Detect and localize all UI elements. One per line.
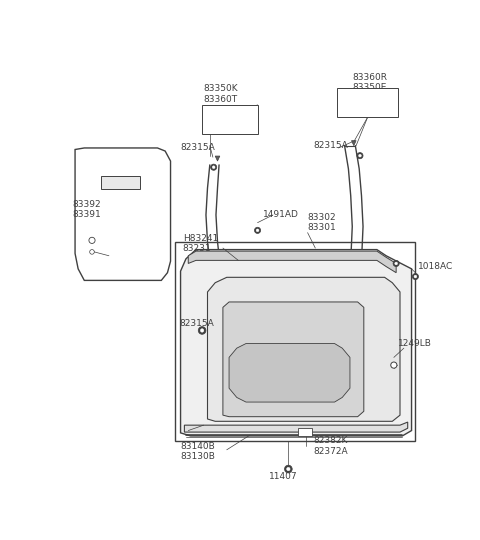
Text: 11407: 11407 bbox=[269, 472, 298, 481]
Circle shape bbox=[412, 273, 419, 280]
Text: H83241
83231: H83241 83231 bbox=[183, 234, 218, 253]
Circle shape bbox=[254, 227, 261, 233]
Polygon shape bbox=[188, 251, 396, 273]
Polygon shape bbox=[229, 343, 350, 402]
Polygon shape bbox=[180, 249, 411, 436]
Circle shape bbox=[198, 327, 206, 334]
Bar bbox=[202, 105, 258, 134]
Circle shape bbox=[211, 164, 217, 170]
Polygon shape bbox=[215, 156, 220, 161]
Circle shape bbox=[200, 329, 204, 332]
Circle shape bbox=[256, 229, 259, 232]
Text: 82315A: 82315A bbox=[313, 141, 348, 150]
Text: 83360R
83350E: 83360R 83350E bbox=[352, 73, 387, 92]
Text: 83140B
83130B: 83140B 83130B bbox=[180, 442, 216, 461]
Circle shape bbox=[357, 153, 363, 159]
Polygon shape bbox=[223, 302, 364, 417]
Polygon shape bbox=[207, 278, 400, 421]
Text: 10410G: 10410G bbox=[205, 110, 241, 119]
Text: 83302
83301: 83302 83301 bbox=[308, 213, 336, 232]
Text: 82315A: 82315A bbox=[179, 319, 214, 328]
Text: 10410G: 10410G bbox=[340, 93, 375, 103]
Text: 1249LB: 1249LB bbox=[398, 339, 432, 348]
Polygon shape bbox=[75, 148, 170, 280]
Text: 83350K
83360T: 83350K 83360T bbox=[204, 84, 238, 104]
Circle shape bbox=[359, 154, 361, 157]
Text: 82315A: 82315A bbox=[180, 144, 216, 152]
Circle shape bbox=[414, 275, 417, 278]
Bar bbox=[299, 428, 312, 436]
Circle shape bbox=[212, 166, 215, 168]
Circle shape bbox=[285, 465, 292, 473]
Text: 82382K
82372A: 82382K 82372A bbox=[314, 436, 348, 456]
Bar bbox=[175, 242, 415, 441]
Bar bbox=[337, 88, 398, 117]
Polygon shape bbox=[184, 422, 408, 432]
Polygon shape bbox=[351, 140, 356, 146]
Text: 1491AD: 1491AD bbox=[263, 211, 299, 219]
Circle shape bbox=[393, 260, 399, 267]
Circle shape bbox=[391, 362, 397, 368]
Bar bbox=[101, 177, 140, 189]
Circle shape bbox=[395, 262, 397, 265]
Text: 1018AC: 1018AC bbox=[418, 262, 453, 271]
Text: 83392
83391: 83392 83391 bbox=[73, 200, 101, 219]
Circle shape bbox=[287, 467, 290, 471]
